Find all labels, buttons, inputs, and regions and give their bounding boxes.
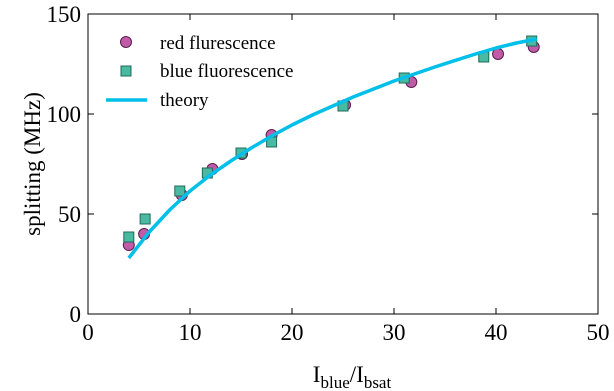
point-blue-fluorescence	[123, 231, 135, 243]
point-blue-fluorescence	[139, 213, 151, 225]
axis-ticks	[87, 13, 599, 315]
theory-line	[127, 37, 538, 260]
x-label-slash: /	[350, 362, 357, 387]
y-tick-labels: 0 50 100 150	[47, 2, 82, 327]
x-tick-label: 50	[587, 320, 610, 345]
legend-marker-red	[120, 36, 132, 48]
x-tick-label: 30	[383, 320, 406, 345]
x-tick-label: 20	[281, 320, 304, 345]
x-tick-label: 10	[179, 320, 202, 345]
plot-frame	[87, 13, 599, 315]
legend-label-red: red flurescence	[160, 33, 276, 54]
legend-label-theory: theory	[160, 90, 209, 111]
y-tick-label: 100	[47, 102, 82, 127]
legend-label-blue: blue fluorescence	[160, 61, 293, 82]
x-tick-label: 0	[82, 320, 94, 345]
x-label-i: I	[313, 362, 321, 387]
point-blue-fluorescence	[174, 185, 186, 197]
y-tick-label: 150	[47, 2, 82, 27]
legend-marker-blue	[120, 65, 132, 77]
y-tick-label: 0	[70, 302, 82, 327]
legend: red flurescence blue fluorescence theory	[106, 33, 293, 111]
x-label-sub-bsat: bsat	[364, 373, 392, 391]
x-label-sub-blue: blue	[320, 373, 349, 391]
y-tick-label: 50	[58, 202, 81, 227]
x-axis-label: Iblue/Ibsat	[313, 362, 392, 391]
plot-area	[122, 35, 540, 260]
x-tick-labels: 0 10 20 30 40 50	[82, 320, 609, 345]
x-tick-label: 40	[485, 320, 508, 345]
y-axis-label: splitting (MHz)	[20, 92, 45, 236]
x-label-i-den: I	[356, 362, 364, 387]
